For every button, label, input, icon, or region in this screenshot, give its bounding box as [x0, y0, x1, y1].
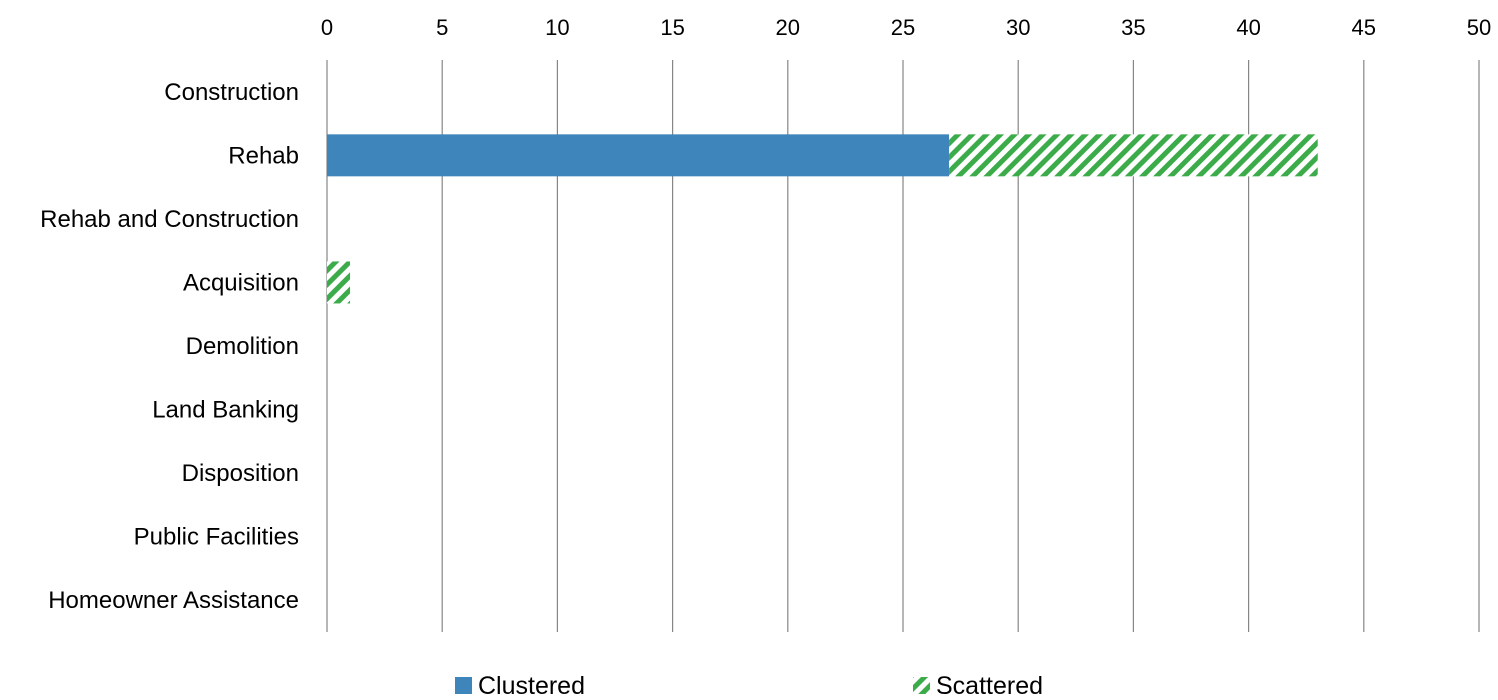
- bars: [327, 134, 1318, 304]
- legend-swatch-clustered: [455, 677, 472, 694]
- x-tick-label: 15: [660, 15, 684, 40]
- x-tick-label: 45: [1352, 15, 1376, 40]
- category-label: Demolition: [186, 333, 299, 360]
- x-tick-label: 25: [891, 15, 915, 40]
- x-tick-label: 40: [1236, 15, 1260, 40]
- x-tick-label: 20: [776, 15, 800, 40]
- bar-scattered-rehab: [949, 134, 1318, 177]
- legend-label-scattered: Scattered: [936, 672, 1043, 700]
- x-tick-label: 35: [1121, 15, 1145, 40]
- x-tick-label: 0: [321, 15, 333, 40]
- category-label: Rehab: [228, 142, 299, 169]
- category-label: Rehab and Construction: [40, 206, 299, 233]
- x-tick-label: 50: [1467, 15, 1491, 40]
- legend-swatch-scattered: [913, 677, 930, 694]
- category-label: Homeowner Assistance: [48, 587, 299, 614]
- category-label: Construction: [164, 79, 299, 106]
- category-label: Public Facilities: [134, 524, 299, 551]
- x-axis-ticks: 0 5 10 15 20 25 30 35 40 45 50: [321, 15, 1491, 40]
- category-label: Land Banking: [152, 397, 299, 424]
- category-label: Disposition: [182, 460, 299, 487]
- x-tick-label: 10: [545, 15, 569, 40]
- legend: Clustered Scattered: [455, 672, 1043, 700]
- category-label: Acquisition: [183, 269, 299, 296]
- legend-label-clustered: Clustered: [478, 672, 585, 700]
- x-tick-label: 5: [436, 15, 448, 40]
- bar-clustered-rehab: [327, 134, 950, 177]
- category-labels: Construction Rehab Rehab and Construction A…: [40, 79, 299, 614]
- bar-scattered-acquisition: [327, 261, 351, 304]
- x-tick-label: 30: [1006, 15, 1030, 40]
